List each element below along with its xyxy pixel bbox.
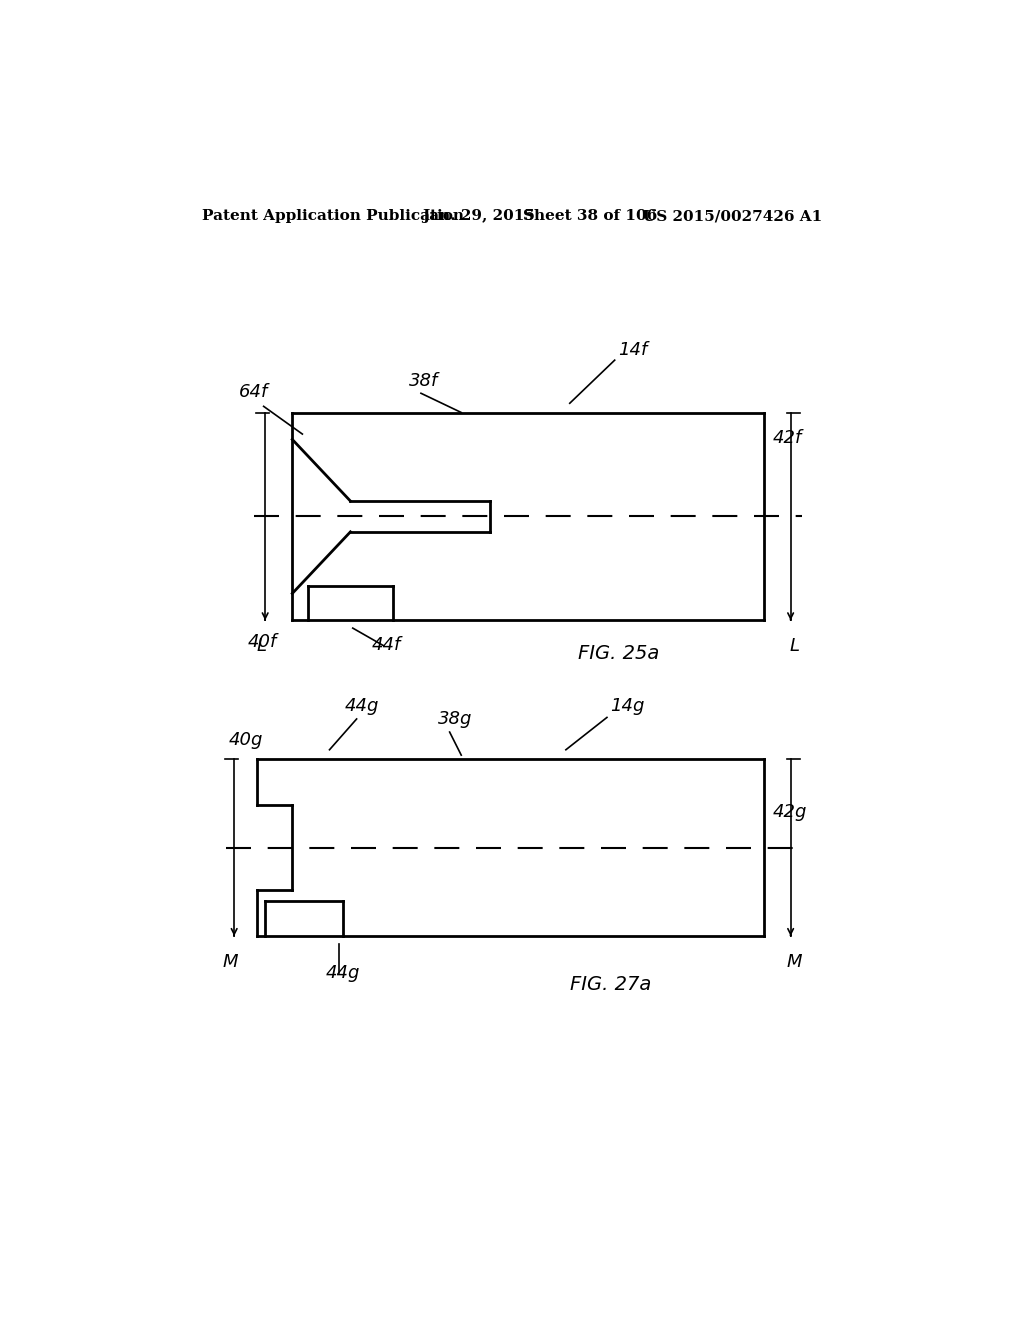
Text: 42f: 42f <box>773 429 802 447</box>
Text: M: M <box>786 953 802 972</box>
Text: L: L <box>790 638 800 655</box>
Text: 44g: 44g <box>326 965 360 982</box>
Text: 42g: 42g <box>773 803 807 821</box>
Text: Sheet 38 of 106: Sheet 38 of 106 <box>523 209 657 223</box>
Text: 38f: 38f <box>409 371 438 389</box>
Text: 44f: 44f <box>372 636 401 653</box>
Text: Patent Application Publication: Patent Application Publication <box>202 209 464 223</box>
Text: 44g: 44g <box>345 697 379 715</box>
Text: 14f: 14f <box>617 341 647 359</box>
Text: FIG. 27a: FIG. 27a <box>569 975 651 994</box>
Text: Jan. 29, 2015: Jan. 29, 2015 <box>423 209 536 223</box>
Text: 40f: 40f <box>248 634 278 651</box>
Text: 38g: 38g <box>438 710 472 729</box>
Text: L: L <box>256 638 266 655</box>
Text: US 2015/0027426 A1: US 2015/0027426 A1 <box>643 209 822 223</box>
Text: FIG. 25a: FIG. 25a <box>578 644 658 663</box>
Text: 64f: 64f <box>239 383 268 401</box>
Text: 40g: 40g <box>228 731 263 750</box>
Text: M: M <box>222 953 238 972</box>
Text: 14g: 14g <box>610 697 644 715</box>
